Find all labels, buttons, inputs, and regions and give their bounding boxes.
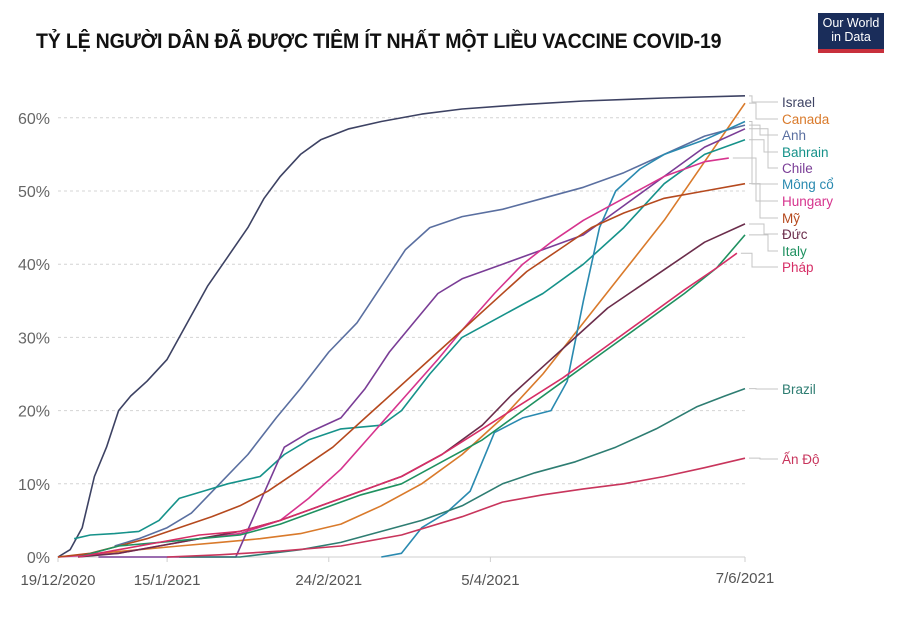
y-tick-label: 50% xyxy=(18,184,50,201)
series-line[interactable] xyxy=(57,182,746,558)
x-tick-label: 7/6/2021 xyxy=(716,570,774,587)
y-tick-label: 30% xyxy=(18,330,50,347)
x-tick-label: 5/4/2021 xyxy=(461,572,519,589)
series-line[interactable] xyxy=(74,139,746,540)
series-line[interactable] xyxy=(179,387,746,558)
logo-line-2: in Data xyxy=(831,30,871,44)
series-label: Mỹ xyxy=(782,211,800,226)
chart-title: TỶ LỆ NGƯỜI DÂN ĐÃ ĐƯỢC TIÊM ÍT NHẤT MỘT… xyxy=(36,30,722,53)
y-tick-label: 0% xyxy=(27,550,50,567)
logo-accent-bar xyxy=(818,49,884,53)
series-line[interactable] xyxy=(77,234,746,558)
series-label: Brazil xyxy=(782,382,816,397)
series-label: Anh xyxy=(782,128,806,143)
owid-logo[interactable]: Our World in Data xyxy=(818,13,884,53)
series-lines xyxy=(57,95,746,558)
series-line[interactable] xyxy=(114,124,746,547)
series-line[interactable] xyxy=(57,95,746,558)
series-label: Canada xyxy=(782,112,830,127)
y-tick-label: 20% xyxy=(18,404,50,421)
y-tick-label: 60% xyxy=(18,111,50,128)
label-connectors xyxy=(732,95,778,460)
series-label: Hungary xyxy=(782,194,833,209)
series-label: Bahrain xyxy=(782,145,829,160)
series-label: Israel xyxy=(782,95,815,110)
series-label: Pháp xyxy=(782,260,814,275)
gridlines xyxy=(58,117,745,485)
series-line[interactable] xyxy=(381,120,746,558)
series-label: Chile xyxy=(782,161,813,176)
series-label: Ấn Độ xyxy=(782,452,820,467)
series-line[interactable] xyxy=(57,157,729,558)
x-tick-label: 19/12/2020 xyxy=(20,572,95,589)
x-axis: 19/12/2020 15/1/2021 24/2/2021 5/4/2021 7/6/… xyxy=(20,556,774,589)
y-tick-label: 10% xyxy=(18,477,50,494)
series-line[interactable] xyxy=(167,457,746,558)
series-line[interactable] xyxy=(98,128,746,558)
series-label: Italy xyxy=(782,244,807,259)
logo-line-1: Our World xyxy=(822,16,880,30)
series-line[interactable] xyxy=(57,102,746,558)
series-line[interactable] xyxy=(78,223,746,558)
x-tick-label: 15/1/2021 xyxy=(134,572,201,589)
x-tick-label: 24/2/2021 xyxy=(295,572,362,589)
series-label: Đức xyxy=(782,227,808,242)
y-axis: 0% 10% 20% 30% 40% 50% 60% xyxy=(18,111,50,567)
y-tick-label: 40% xyxy=(18,257,50,274)
series-line[interactable] xyxy=(78,252,738,558)
series-label: Mông cổ xyxy=(782,177,834,192)
